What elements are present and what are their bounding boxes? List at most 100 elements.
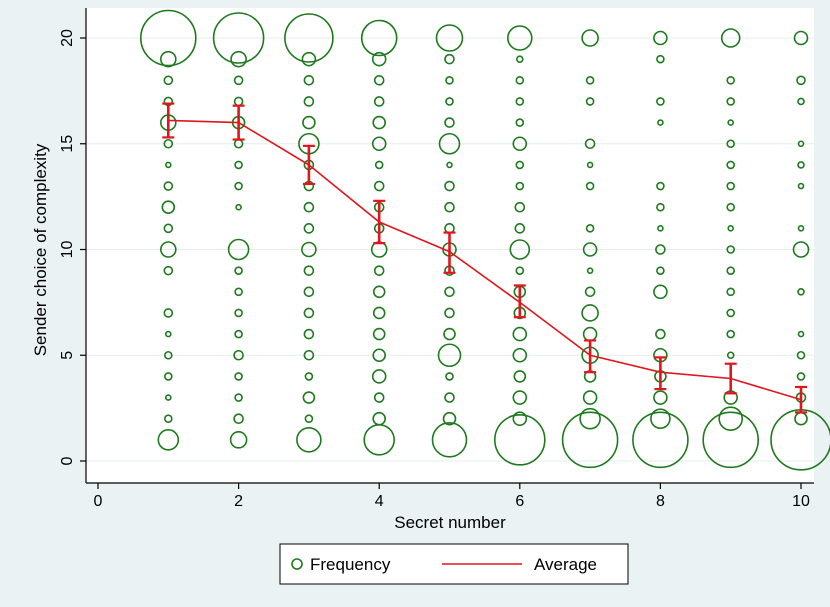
x-tick-label: 6 — [515, 493, 524, 510]
frequency-bubble — [444, 307, 455, 319]
frequency-bubble — [586, 267, 594, 274]
frequency-bubble — [372, 348, 387, 363]
x-axis-title: Secret number — [394, 513, 506, 532]
frequency-bubble — [444, 117, 455, 128]
frequency-bubble — [657, 119, 664, 126]
frequency-bubble — [726, 76, 736, 85]
frequency-bubble — [726, 329, 736, 339]
frequency-bubble — [585, 224, 595, 233]
frequency-bubble — [303, 265, 315, 276]
frequency-bubble — [726, 160, 736, 170]
frequency-bubble — [650, 408, 671, 430]
frequency-bubble — [584, 286, 596, 298]
frequency-bubble — [371, 51, 387, 67]
frequency-bubble — [373, 392, 385, 403]
frequency-bubble — [797, 97, 805, 106]
frequency-bubble — [444, 53, 455, 65]
frequency-bubble — [234, 329, 243, 339]
y-tick-label: 5 — [59, 351, 76, 360]
average-line — [168, 119, 802, 401]
frequency-bubble — [656, 202, 665, 212]
frequency-bubble — [585, 76, 595, 85]
frequency-bubble — [163, 223, 174, 234]
frequency-bubble — [512, 347, 528, 363]
frequency-bubble — [726, 139, 736, 149]
frequency-bubble — [233, 349, 244, 361]
frequency-bubble — [726, 308, 736, 318]
frequency-bubble — [227, 238, 250, 261]
frequency-bubble — [515, 55, 524, 63]
frequency-bubble — [230, 50, 247, 68]
frequency-bubble — [513, 370, 527, 383]
frequency-bubble — [373, 180, 385, 192]
frequency-bubble — [509, 239, 531, 260]
frequency-bubble — [797, 161, 805, 169]
average-series — [162, 102, 807, 414]
frequency-bubble — [229, 431, 248, 449]
frequency-bubble — [303, 96, 315, 107]
frequency-bubble — [515, 118, 525, 127]
frequency-bubble — [514, 223, 526, 234]
frequency-bubble — [726, 351, 735, 360]
frequency-bubble — [373, 96, 385, 107]
frequency-bubble — [165, 330, 172, 338]
frequency-bubble — [234, 160, 243, 170]
frequency-bubble — [163, 308, 174, 318]
frequency-bubble — [303, 328, 315, 340]
frequency-bubble — [584, 138, 596, 150]
frequency-bubble — [655, 244, 666, 255]
frequency-bubble — [797, 140, 805, 148]
frequency-bubble — [371, 369, 387, 384]
legend-frequency-label: Frequency — [310, 555, 391, 574]
legend-frequency-marker — [291, 558, 303, 570]
frequency-bubble — [301, 51, 317, 67]
x-tick-label: 2 — [234, 493, 243, 510]
frequency-bubble — [374, 160, 384, 170]
frequency-bubble — [444, 201, 455, 213]
frequency-bubble — [726, 266, 736, 275]
frequency-bubble — [653, 30, 668, 46]
frequency-bubble — [446, 161, 453, 169]
frequency-bubble — [373, 75, 385, 86]
frequency-bubble — [582, 390, 598, 405]
frequency-bubble — [445, 97, 454, 106]
x-tick-label: 4 — [375, 493, 384, 510]
frequency-bubble — [656, 97, 665, 106]
frequency-bubble — [515, 160, 525, 170]
frequency-bubble — [296, 427, 322, 453]
frequency-bubble — [797, 182, 805, 190]
frequency-bubble — [718, 406, 744, 432]
frequency-bubble — [164, 414, 173, 424]
frequency-bubble — [164, 350, 173, 360]
frequency-bubble — [140, 9, 197, 67]
frequency-bubble — [234, 287, 243, 297]
frequency-bubble — [303, 75, 315, 86]
frequency-bubble — [793, 30, 809, 46]
frequency-bubble — [797, 287, 805, 296]
frequency-bubble — [303, 286, 315, 298]
frequency-bubble — [443, 327, 456, 341]
tick-labels: 0 2 4 6 8 10 0 5 10 15 20 — [59, 29, 810, 510]
frequency-bubble — [797, 330, 805, 338]
frequency-bubble — [579, 407, 601, 430]
frequency-bubble — [512, 136, 528, 152]
frequency-bubble — [586, 161, 594, 169]
frequency-bubble — [360, 19, 398, 57]
frequency-bubble — [301, 241, 317, 258]
frequency-bubble — [726, 245, 736, 254]
frequency-bubble — [163, 138, 174, 149]
frequency-bubble — [234, 372, 243, 381]
frequency-bubble — [514, 201, 526, 213]
frequency-bubble — [234, 266, 243, 275]
frequency-bubble — [163, 181, 174, 191]
frequency-bubble — [656, 54, 665, 64]
frequency-bubble — [235, 203, 242, 211]
x-tick-label: 0 — [94, 493, 103, 510]
frequency-bubble — [284, 13, 334, 63]
frequency-bubble — [160, 50, 177, 68]
y-tick-label: 15 — [59, 135, 76, 153]
frequency-bubble — [304, 414, 314, 424]
frequency-bubble — [442, 411, 457, 426]
frequency-bubble — [302, 391, 316, 404]
